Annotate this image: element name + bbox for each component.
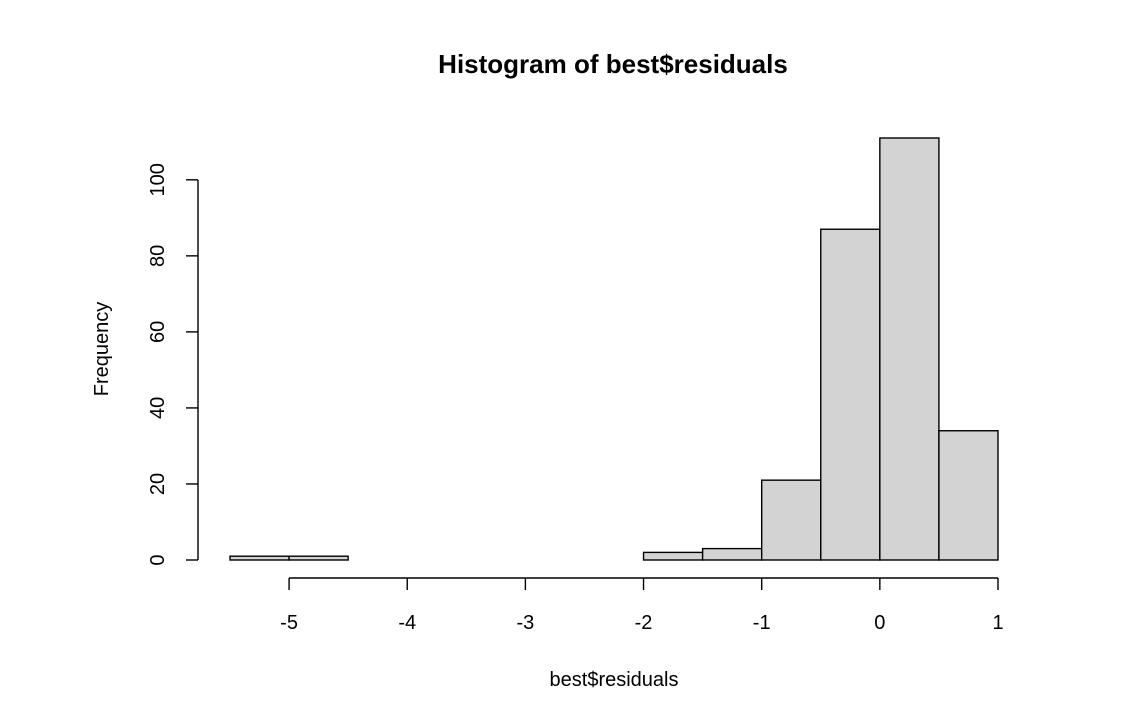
- histogram-bar: [701, 547, 763, 561]
- y-tick-label: 40: [147, 397, 169, 419]
- bars-group: [229, 137, 999, 561]
- x-axis: -5 -4 -3 -2 -1 0 1: [280, 577, 1004, 634]
- histogram-bar: [642, 551, 704, 561]
- chart-title: Histogram of best$residuals: [438, 49, 788, 79]
- histogram-bar: [760, 479, 822, 561]
- y-tick-label: 0: [147, 554, 169, 565]
- histogram-bar: [229, 555, 290, 561]
- histogram-bar: [288, 555, 349, 561]
- y-tick-label: 80: [147, 245, 169, 267]
- y-axis-title: Frequency: [91, 302, 113, 397]
- x-axis-title: best$residuals: [550, 669, 679, 691]
- x-tick-label: 0: [874, 612, 885, 634]
- x-tick-label: -3: [516, 612, 534, 634]
- histogram-bar: [879, 137, 940, 561]
- x-tick-label: 1: [992, 612, 1003, 634]
- y-tick-label: 20: [147, 473, 169, 495]
- x-tick-label: -5: [280, 612, 298, 634]
- y-tick-label: 60: [147, 321, 169, 343]
- x-tick-label: -4: [398, 612, 416, 634]
- y-axis: 0 20 40 60 80 100: [147, 163, 199, 566]
- y-tick-label: 100: [147, 163, 169, 196]
- histogram-bar: [938, 430, 999, 561]
- x-tick-label: -2: [635, 612, 653, 634]
- histogram-bar: [820, 228, 881, 561]
- x-tick-label: -1: [753, 612, 771, 634]
